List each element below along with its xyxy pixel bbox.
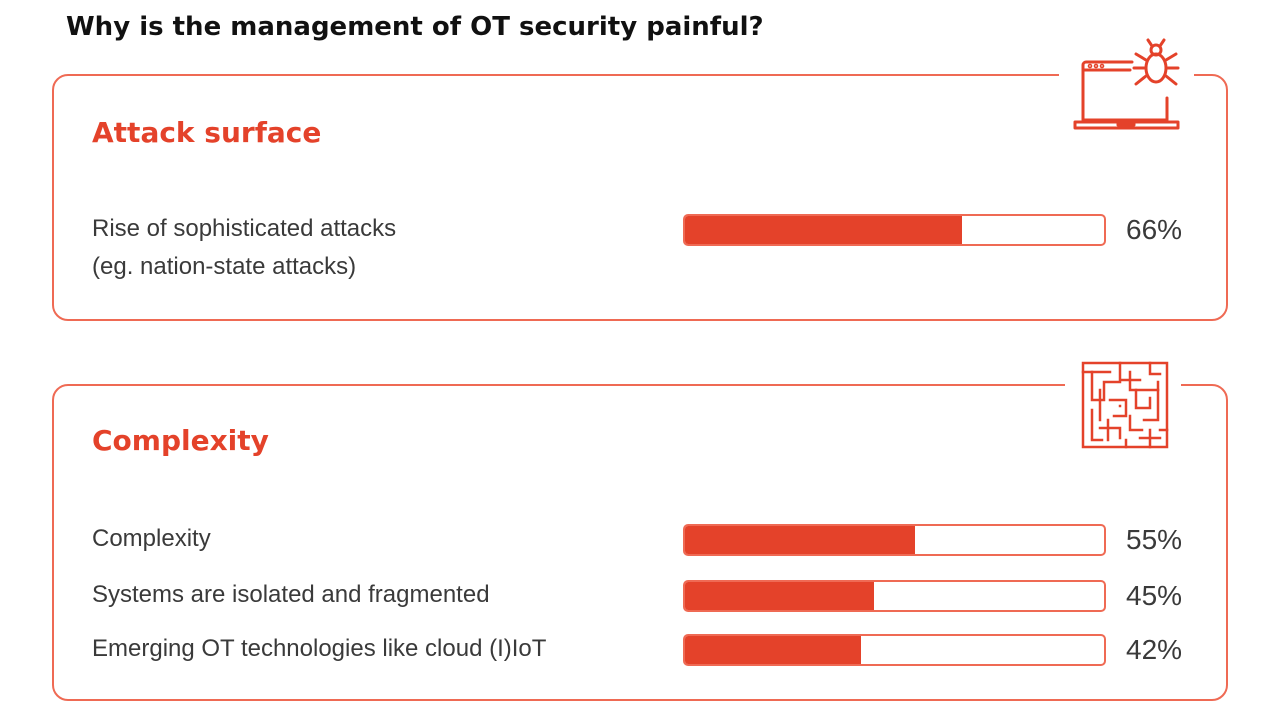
bar-label: Rise of sophisticated attacks — [92, 215, 397, 242]
bar-value: 55% — [1126, 524, 1183, 555]
maze-icon — [1081, 361, 1169, 449]
bar-label: Systems are isolated and fragmented — [92, 581, 490, 608]
bar-track — [683, 634, 1106, 666]
complexity-panel: Complexity Complexity 55% Systems are is… — [52, 361, 1228, 701]
bar-fill — [685, 526, 916, 554]
bar-value: 42% — [1126, 634, 1183, 665]
bar-fill — [685, 216, 962, 244]
page-title: Why is the management of OT security pai… — [66, 12, 764, 42]
bar-track — [683, 580, 1106, 612]
bar-value: 45% — [1126, 580, 1183, 611]
bar-label-subline: (eg. nation-state attacks) — [92, 253, 357, 280]
bar-label: Emerging OT technologies like cloud (I)I… — [92, 635, 547, 662]
bar-row: Systems are isolated and fragmented 45% — [54, 576, 1226, 616]
bar-row: Emerging OT technologies like cloud (I)I… — [54, 630, 1226, 670]
attack-surface-panel: Attack surface Rise of sophisticated att… — [52, 38, 1228, 321]
bar-fill — [685, 582, 874, 610]
laptop-bug-icon — [1073, 38, 1180, 130]
section-title-complexity: Complexity — [92, 424, 269, 457]
bar-fill — [685, 636, 861, 664]
bar-track — [683, 524, 1106, 556]
bar-row: Rise of sophisticated attacks (eg. natio… — [54, 210, 1226, 280]
bar-row: Complexity 55% — [54, 520, 1226, 560]
bar-track — [683, 214, 1106, 246]
icon-gap — [1065, 372, 1181, 398]
section-title-attack-surface: Attack surface — [92, 116, 322, 149]
bar-label: Complexity — [92, 525, 211, 552]
bar-value: 66% — [1126, 214, 1183, 245]
